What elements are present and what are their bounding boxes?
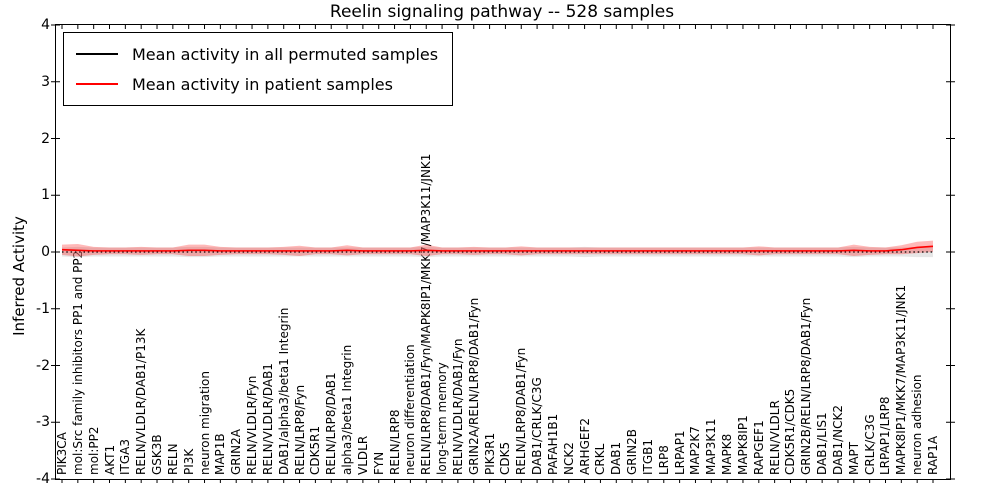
x-tick-label: RELN/LRP8/DAB1/Fyn/MAPK8IP1/MKK7/MAP3K11… — [419, 153, 434, 475]
band-0 — [62, 246, 933, 258]
plot-area: Inferred Activity Cellular Entities 4321… — [10, 18, 955, 486]
x-tick-label: MAP1B — [213, 433, 228, 475]
chart-legend: Mean activity in all permuted samples Me… — [63, 32, 454, 106]
legend-label-permuted: Mean activity in all permuted samples — [132, 44, 439, 64]
x-tick-label: GRIN2A — [229, 429, 244, 475]
x-tick-label: LRPAP1/LRP8 — [878, 396, 893, 475]
x-tick-label: GRIN2B/RELN/LRP8/DAB1/Fyn — [799, 297, 814, 475]
x-tick-label: PIK3R1 — [482, 432, 497, 475]
x-tick-label: PAFAH1B1 — [545, 413, 560, 475]
y-tick-label: 2 — [41, 130, 50, 147]
x-tick-label: RELN/VLDLR/DAB1/Fyn — [450, 338, 465, 475]
series-line-1 — [61, 245, 934, 252]
x-tick-label: RELN/LRP8/DAB1 — [324, 372, 339, 475]
x-tick-label: CDK5 — [498, 441, 513, 475]
x-tick-label: DAB1/NCK2 — [830, 404, 845, 475]
x-tick-label: MAP2K7 — [688, 426, 703, 475]
x-tick-label: neuron adhesion — [910, 374, 925, 475]
x-tick-label: GRIN2B — [625, 428, 640, 475]
band-1 — [62, 240, 933, 257]
x-tick-label: GSK3B — [150, 434, 165, 475]
permuted-line-icon — [76, 53, 118, 55]
x-tick-label: DAB1/CRLK/C3G — [530, 377, 545, 475]
y-tick-label: 0 — [41, 244, 50, 260]
legend-item-permuted: Mean activity in all permuted samples — [76, 39, 438, 69]
x-tick-label: MAPT — [846, 441, 861, 475]
x-tick-label: NCK2 — [561, 442, 576, 475]
x-tick-label: DAB1 — [609, 441, 624, 475]
patient-line-icon — [76, 83, 118, 85]
y-tick-label: 3 — [41, 73, 50, 90]
y-tick-label: 4 — [41, 17, 50, 33]
x-tick-label: MAP3K11 — [704, 418, 719, 475]
x-tick-label: alpha3/beta1 Integrin — [340, 344, 355, 475]
chart-title: Reelin signaling pathway -- 528 samples — [329, 2, 675, 22]
x-tick-label: RELN/VLDLR/DAB1/P13K — [134, 328, 149, 475]
y-tick-label: -4 — [36, 471, 50, 487]
x-tick-label: ITGA3 — [118, 438, 133, 475]
x-tick-label: ARHGEF2 — [577, 418, 592, 475]
x-tick-label: mol:PP2 — [86, 426, 101, 475]
y-axis-label: Inferred Activity — [10, 216, 28, 336]
x-tick-label: VLDLR — [355, 435, 370, 475]
x-tick-label: RAPGEF1 — [751, 420, 766, 475]
y-tick-label: -3 — [36, 414, 50, 431]
x-tick-label: RELN/LRP8/DAB1/Fyn — [514, 347, 529, 475]
x-tick-label: long-term memory — [435, 362, 450, 475]
x-tick-label: mol:Src family inhibitors PP1 and PP2 — [70, 250, 85, 475]
x-tick-label: FYN — [371, 451, 386, 475]
x-tick-label: LRPAP1 — [672, 430, 687, 475]
x-tick-label: LRP8 — [656, 445, 671, 475]
x-tick-label: MAPK8IP1 — [735, 415, 750, 475]
x-tick-label: RELN/VLDLR/DAB1 — [260, 363, 275, 475]
x-tick-label: MAPK8 — [720, 433, 735, 475]
x-tick-label: MAPK8IP1/MKK7/MAP3K11/JNK1 — [894, 284, 909, 475]
x-tick-label: RAP1A — [926, 435, 940, 475]
x-tick-label: RELN/LRP8/Fyn — [292, 384, 307, 475]
x-tick-label: ITGB1 — [640, 438, 655, 475]
legend-item-patient: Mean activity in patient samples — [76, 69, 438, 99]
x-tick-label: DAB1/LIS1 — [815, 412, 830, 475]
x-tick-label: RELN/VLDLR — [767, 400, 782, 475]
x-tick-label: CDK5R1/CDK5 — [783, 388, 798, 475]
x-tick-label: AKT1 — [102, 444, 117, 475]
x-tick-label: PIK3CA — [55, 432, 69, 475]
x-tick-label: neuron migration — [197, 371, 212, 475]
x-tick-label: CDK5R1 — [308, 425, 323, 475]
x-tick-label: DAB1/alpha3/beta1 Integrin — [276, 307, 291, 475]
x-tick-label: neuron differentiation — [403, 344, 418, 475]
legend-label-patient: Mean activity in patient samples — [132, 74, 393, 94]
x-tick-label: RELN/VLDLR/Fyn — [245, 375, 260, 475]
x-tick-label: CRLK/C3G — [862, 414, 877, 475]
y-tick-label: -2 — [36, 357, 50, 374]
y-tick-label: -1 — [36, 300, 50, 317]
x-tick-label: RELN/LRP8 — [387, 409, 402, 475]
x-tick-label: GRIN2A/RELN/LRP8/DAB1/Fyn — [466, 297, 481, 475]
x-tick-label: RELN — [165, 443, 180, 475]
x-tick-label: CRKL — [593, 443, 608, 475]
x-tick-label: PI3K — [181, 448, 196, 475]
y-tick-label: 1 — [41, 187, 50, 204]
